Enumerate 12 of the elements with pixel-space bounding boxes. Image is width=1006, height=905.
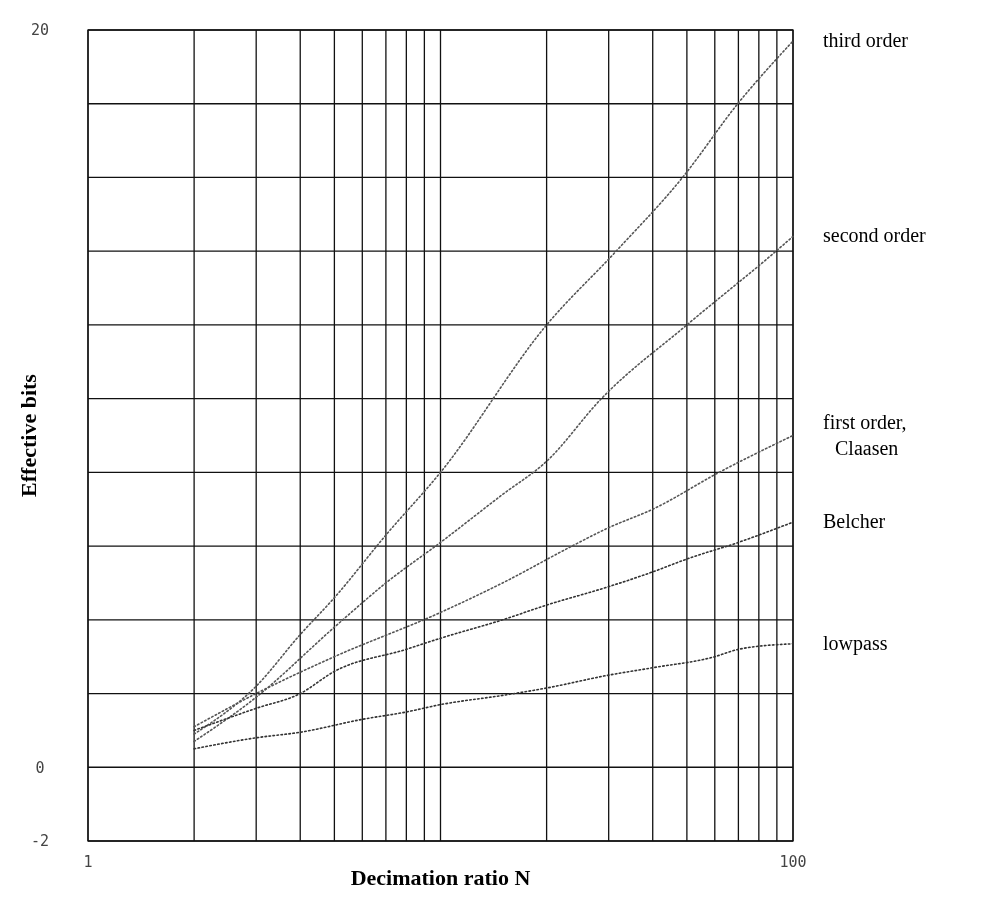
y-axis-title: Effective bits	[16, 373, 41, 497]
series-label: Belcher	[823, 510, 886, 533]
series-label: third order	[823, 29, 909, 52]
y-tick-label: 20	[30, 21, 50, 40]
x-tick-label: 1	[83, 853, 93, 871]
y-tick-label: 0	[35, 758, 45, 777]
y-tick-label: -2	[30, 832, 50, 851]
x-axis-title: Decimation ratio N	[350, 865, 531, 890]
series-label: second order	[823, 224, 927, 247]
series-label: first order, Claasen	[823, 410, 907, 459]
series-label: lowpass	[823, 631, 888, 655]
x-tick-label: 100	[779, 853, 807, 871]
